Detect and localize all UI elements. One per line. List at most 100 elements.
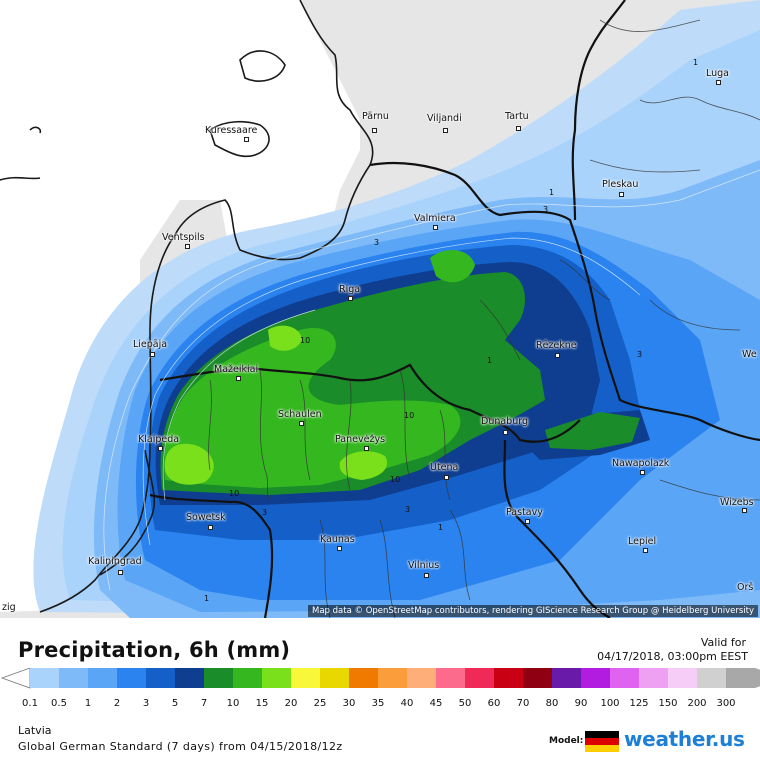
city-label-rezekne: Rēzekne — [536, 340, 577, 351]
city-label-we: We — [742, 349, 757, 360]
scale-tick-label: 7 — [200, 698, 208, 709]
city-label-pastavy: Pastavy — [506, 507, 543, 518]
city-label-valmiera: Valmiera — [414, 213, 456, 224]
contour-label: 1 — [204, 594, 210, 603]
map-attribution: Map data © OpenStreetMap contributors, r… — [308, 605, 758, 617]
city-label-pleskau: Pleskau — [602, 179, 639, 190]
district-lines — [208, 19, 760, 618]
scale-swatch — [59, 668, 88, 688]
city-marker — [555, 353, 560, 358]
scale-tick-label: 3 — [142, 698, 150, 709]
scale-swatch — [233, 668, 262, 688]
contour-label: 10 — [300, 336, 311, 345]
city-marker — [244, 137, 249, 142]
city-marker — [503, 430, 508, 435]
scale-tick-label: 90 — [574, 698, 588, 709]
city-label-kaliningrad: Kaliningrad — [88, 556, 142, 567]
scale-swatch — [88, 668, 117, 688]
city-marker — [525, 519, 530, 524]
scale-tick-label: 45 — [429, 698, 443, 709]
city-label-vilnius: Vilnius — [408, 560, 440, 571]
city-marker — [643, 548, 648, 553]
city-label-zig: zig — [2, 602, 16, 613]
city-label-liepaja: Liepāja — [133, 339, 168, 350]
scale-swatch — [117, 668, 146, 688]
city-marker — [150, 352, 155, 357]
city-marker — [424, 573, 429, 578]
city-marker — [640, 470, 645, 475]
contour-label: 1 — [438, 523, 444, 532]
weather-us-logo[interactable]: weather.us — [624, 727, 745, 751]
city-marker — [118, 570, 123, 575]
city-label-viljandi: Viljandi — [427, 113, 462, 124]
scale-swatch — [465, 668, 494, 688]
city-label-wizebsk: Wizebs — [720, 497, 754, 508]
scale-tick-label: 80 — [545, 698, 559, 709]
scale-tick-label: 15 — [255, 698, 269, 709]
city-label-dunaburg: Dunaburg — [481, 416, 528, 427]
scale-tick-label: 200 — [687, 698, 707, 709]
contour-label: 3 — [637, 350, 643, 359]
contour-label: 3 — [262, 508, 268, 517]
city-marker — [348, 296, 353, 301]
scale-swatch — [436, 668, 465, 688]
city-marker — [208, 525, 213, 530]
scale-swatch — [407, 668, 436, 688]
scale-tick-label: 300 — [716, 698, 736, 709]
region-name: Latvia — [18, 724, 52, 737]
contour-label: 10 — [404, 411, 415, 420]
scale-arrow-left — [0, 668, 31, 689]
scale-tick-label: 5 — [171, 698, 179, 709]
city-marker — [372, 128, 377, 133]
scale-tick-label: 2 — [113, 698, 121, 709]
scale-tick-label: 125 — [629, 698, 649, 709]
valid-time: 04/17/2018, 03:00pm EEST — [597, 650, 748, 663]
city-label-kaunas: Kaunas — [320, 534, 355, 545]
scale-swatch — [320, 668, 349, 688]
city-marker — [236, 376, 241, 381]
city-marker — [716, 80, 721, 85]
precip-band-10b — [545, 412, 640, 450]
scale-swatch — [552, 668, 581, 688]
germany-flag-icon — [585, 731, 619, 752]
legend-panel: Precipitation, 6h (mm) Valid for 04/17/2… — [0, 618, 760, 760]
precipitation-map[interactable]: Pärnu Viljandi Tartu Kuressaare Luga Ple… — [0, 0, 760, 618]
city-marker — [433, 225, 438, 230]
city-label-sowetsk: Sowetsk — [186, 512, 226, 523]
city-label-riga: Riga — [339, 284, 361, 295]
city-marker — [299, 421, 304, 426]
coastlines — [0, 0, 374, 613]
city-marker — [516, 126, 521, 131]
city-label-utena: Utena — [430, 462, 459, 473]
contour-label: 1 — [693, 58, 699, 67]
city-label-mazeikiai: Mažeikiai — [214, 364, 259, 375]
scale-tick-label: 40 — [400, 698, 414, 709]
city-marker — [158, 446, 163, 451]
city-label-ventspils: Ventspils — [162, 232, 205, 243]
scale-tick-label: 150 — [658, 698, 678, 709]
precip-band-20 — [164, 443, 214, 485]
scale-swatch — [581, 668, 610, 688]
valid-for-label: Valid for — [700, 636, 746, 649]
scale-swatch — [523, 668, 552, 688]
scale-tick-label: 35 — [371, 698, 385, 709]
contour-label: 3 — [405, 505, 411, 514]
city-label-tartu: Tartu — [505, 111, 529, 122]
model-label: Model: — [549, 736, 584, 746]
scale-swatch — [175, 668, 204, 688]
scale-tick-label: 0.1 — [22, 698, 38, 709]
contour-label: 10 — [229, 489, 240, 498]
city-marker — [185, 244, 190, 249]
city-marker — [364, 446, 369, 451]
city-marker — [619, 192, 624, 197]
color-scale — [0, 668, 760, 689]
map-canvas — [0, 0, 760, 618]
scale-swatch — [262, 668, 291, 688]
scale-tick-label: 30 — [342, 698, 356, 709]
contour-lines — [103, 169, 760, 591]
precip-band-20c — [268, 325, 302, 351]
city-label-parnu: Pärnu — [362, 111, 389, 122]
contour-label: 1 — [487, 356, 493, 365]
scale-tick-label: 70 — [516, 698, 530, 709]
